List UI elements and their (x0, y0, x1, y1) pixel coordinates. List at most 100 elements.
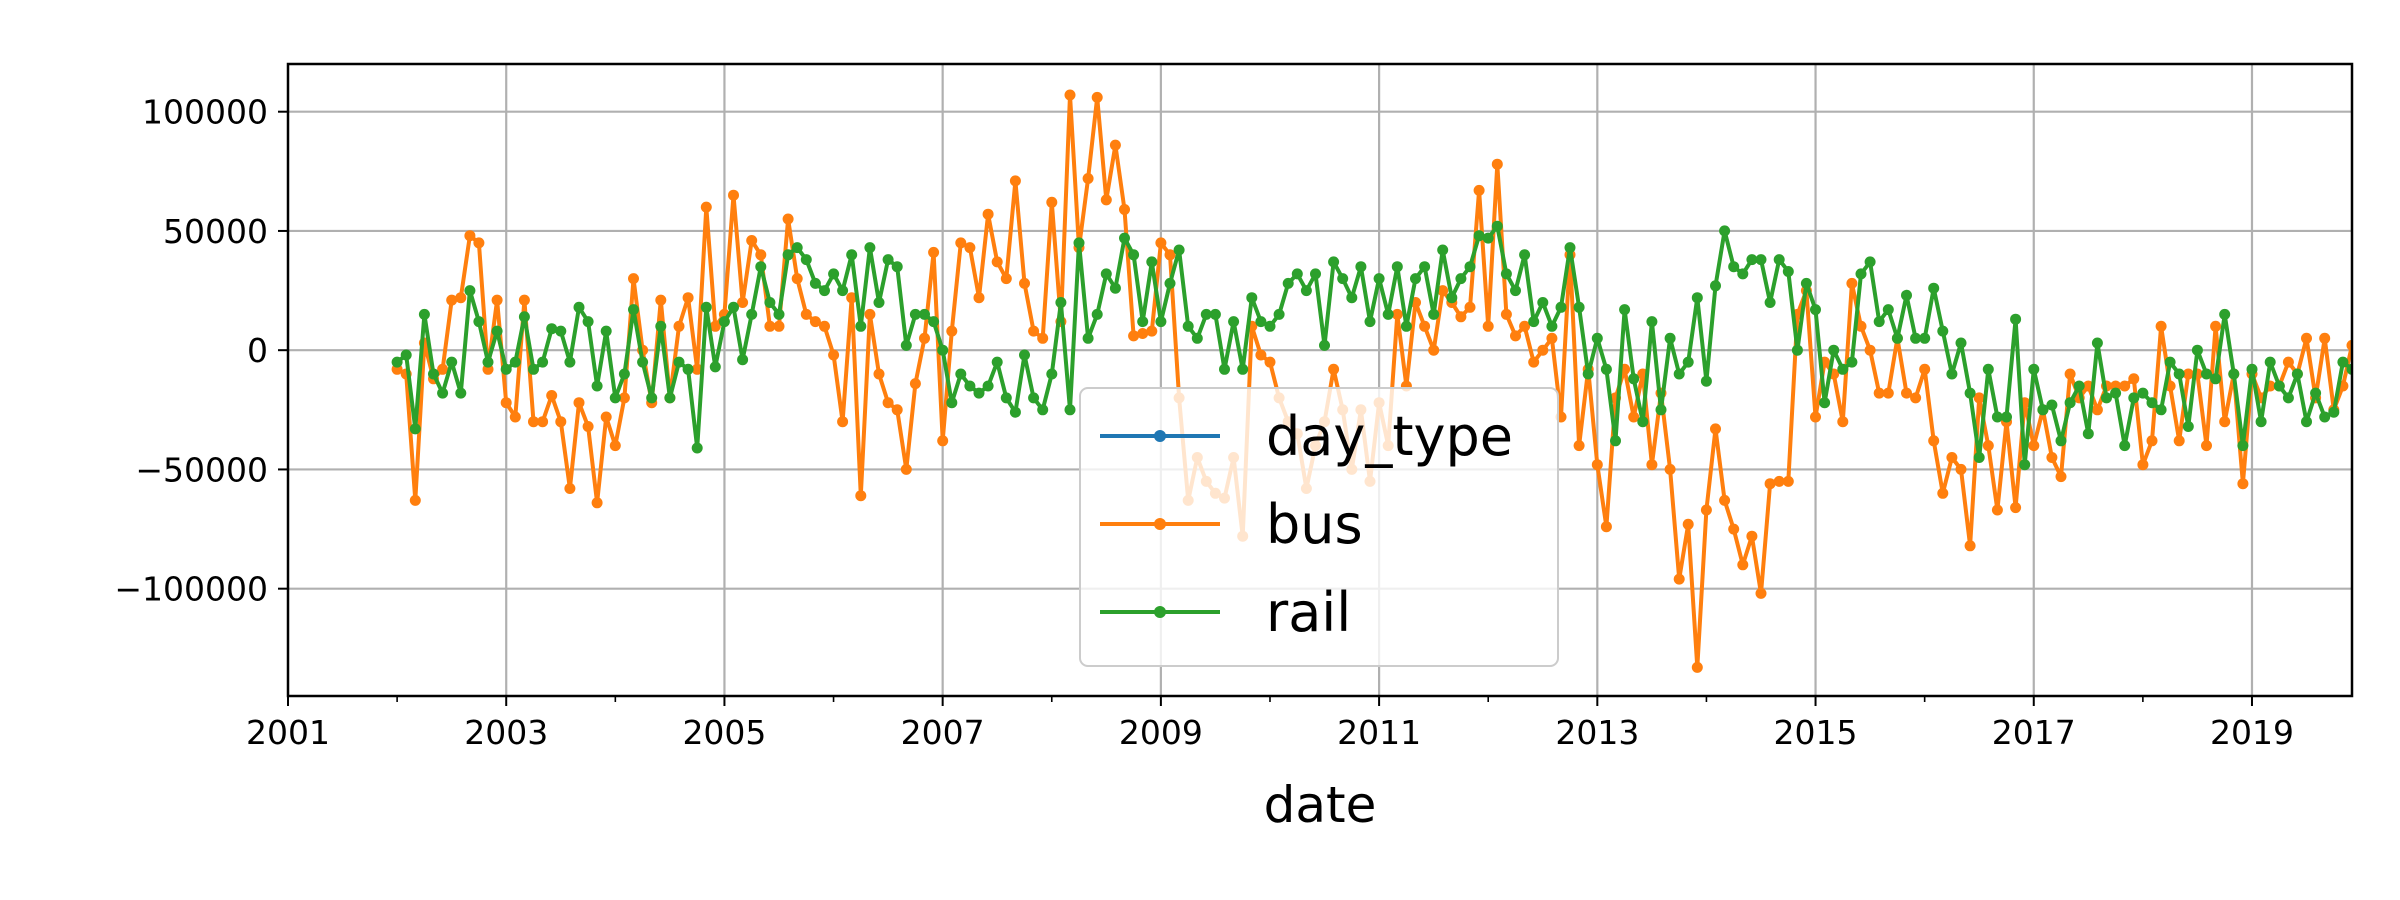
data-point-rail (673, 356, 685, 368)
data-point-rail (1664, 332, 1676, 344)
data-point-bus (1419, 320, 1431, 332)
data-point-bus (528, 416, 539, 428)
data-point-rail (1691, 292, 1703, 304)
data-point-rail (600, 325, 612, 337)
data-point-rail (2164, 356, 2176, 368)
data-point-rail (2291, 368, 2303, 380)
data-point-rail (2264, 356, 2276, 368)
data-point-rail (909, 308, 921, 320)
data-point-bus (1028, 325, 1040, 337)
data-point-rail (1355, 261, 1367, 273)
data-point-bus (1700, 504, 1712, 516)
y-tick-label: 50000 (163, 212, 268, 251)
data-point-bus (1164, 249, 1176, 261)
data-point-rail (1864, 256, 1876, 268)
data-point-rail (1719, 225, 1731, 237)
data-point-bus (1037, 332, 1049, 344)
data-point-rail (1637, 416, 1649, 428)
data-point-rail (2101, 392, 2112, 404)
data-point-rail (609, 392, 621, 404)
data-point-bus (2210, 320, 2222, 332)
data-point-bus (546, 390, 558, 401)
data-point-rail (1982, 363, 1994, 375)
data-point-bus (1528, 356, 1540, 368)
data-point-rail (800, 254, 812, 266)
data-point-rail (564, 356, 576, 368)
data-point-rail (1682, 356, 1694, 368)
data-point-rail (1937, 325, 1949, 337)
data-point-rail (1991, 411, 2003, 423)
data-point-rail (1782, 266, 1794, 277)
data-point-rail (2091, 337, 2103, 349)
data-point-rail (1191, 332, 1203, 344)
data-point-bus (1991, 504, 2003, 516)
data-point-bus (846, 292, 858, 304)
data-point-rail (1837, 363, 1849, 375)
data-point-rail (2273, 380, 2285, 392)
data-point-bus (1973, 392, 1985, 404)
data-point-bus (691, 363, 703, 375)
data-point-rail (1755, 254, 1767, 266)
x-tick-label: 2003 (464, 713, 548, 752)
data-point-bus (1628, 411, 1640, 423)
data-point-rail (1673, 368, 1685, 380)
data-point-rail (582, 316, 594, 328)
data-point-rail (482, 356, 494, 368)
data-point-rail (1255, 316, 1267, 328)
data-point-bus (591, 497, 603, 509)
data-point-bus (1873, 387, 1885, 399)
data-point-bus (518, 294, 530, 306)
x-tick-label: 2013 (1555, 713, 1639, 752)
data-point-bus (1573, 440, 1585, 452)
data-point-bus (1882, 387, 1894, 399)
data-point-rail (1419, 261, 1431, 273)
data-point-rail (1200, 308, 1212, 320)
data-point-bus (1928, 435, 1940, 447)
data-point-bus (2301, 332, 2312, 344)
data-point-bus (473, 237, 485, 249)
data-point-rail (2310, 387, 2322, 399)
data-point-rail (819, 285, 830, 297)
data-point-bus (600, 411, 612, 423)
data-point-bus (1691, 661, 1703, 673)
data-point-rail (2210, 373, 2222, 385)
data-point-rail (446, 356, 458, 368)
data-point-bus (1664, 463, 1676, 475)
data-point-bus (437, 363, 449, 375)
data-point-rail (1037, 404, 1049, 416)
data-point-rail (528, 363, 539, 375)
data-point-bus (891, 404, 903, 416)
data-point-rail (682, 363, 694, 375)
data-point-bus (2346, 339, 2352, 351)
data-point-bus (1837, 416, 1849, 428)
data-point-bus (1455, 311, 1467, 323)
data-point-bus (573, 397, 585, 409)
data-point-rail (937, 344, 949, 356)
data-point-bus (1919, 363, 1931, 375)
data-point-rail (2191, 344, 2203, 356)
legend-marker-bus (1154, 518, 1166, 530)
data-point-rail (1619, 304, 1631, 316)
data-point-bus (1964, 540, 1976, 552)
data-point-rail (718, 316, 730, 328)
data-point-bus (682, 292, 694, 304)
data-point-rail (646, 392, 658, 404)
y-tick-label: −100000 (114, 570, 268, 609)
data-point-rail (555, 325, 567, 337)
data-point-bus (1600, 521, 1612, 533)
x-tick-label: 2009 (1119, 713, 1203, 752)
data-point-bus (1764, 478, 1776, 490)
data-point-rail (828, 268, 840, 280)
data-point-rail (1146, 256, 1158, 268)
data-point-rail (1128, 249, 1140, 261)
data-point-rail (991, 356, 1003, 368)
legend-label-rail: rail (1266, 581, 1351, 644)
data-point-rail (809, 277, 821, 289)
data-point-bus (2237, 478, 2249, 490)
data-point-bus (937, 435, 949, 447)
data-point-rail (1582, 368, 1594, 380)
data-point-rail (1491, 220, 1503, 232)
data-point-rail (1946, 368, 1958, 380)
data-point-bus (1901, 387, 1912, 399)
data-point-rail (1237, 363, 1249, 375)
